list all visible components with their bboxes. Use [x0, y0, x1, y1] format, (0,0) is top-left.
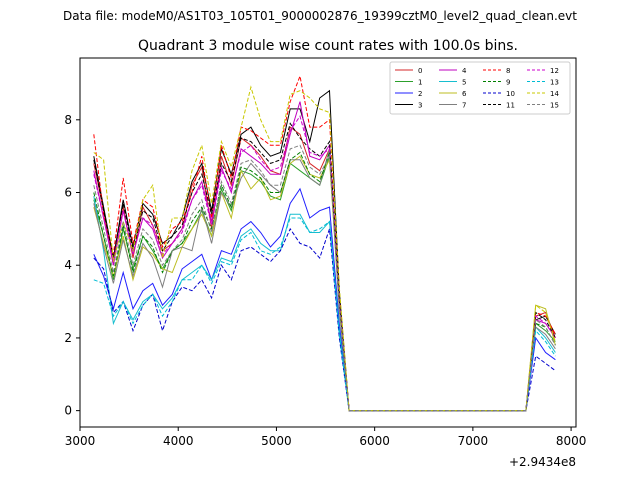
y-tick-label: 6: [64, 186, 72, 200]
series-line-5: [93, 196, 556, 412]
y-tick-label: 4: [64, 258, 72, 272]
y-tick-label: 0: [64, 404, 72, 418]
legend-label-0: 0: [418, 67, 422, 75]
legend-box: [389, 61, 571, 115]
series-line-14: [93, 85, 556, 412]
x-tick-label: 6000: [359, 434, 390, 448]
series-line-9: [93, 151, 556, 412]
x-tick-label: 7000: [458, 434, 489, 448]
x-axis-ticks: 3000 4000 5000 6000 7000 8000: [65, 427, 587, 448]
legend-label-13: 13: [550, 79, 559, 87]
legend-label-6: 6: [462, 90, 467, 98]
x-tick-label: 8000: [556, 434, 587, 448]
x-tick-label: 4000: [163, 434, 194, 448]
legend-label-1: 1: [418, 79, 422, 87]
legend-label-15: 15: [550, 102, 559, 110]
legend-label-3: 3: [418, 102, 422, 110]
series-line-10: [93, 227, 556, 412]
legend-label-14: 14: [550, 90, 559, 98]
legend-label-8: 8: [506, 67, 510, 75]
y-tick-label: 8: [64, 113, 72, 127]
x-tick-label: 5000: [261, 434, 292, 448]
plot-lines: [93, 74, 556, 412]
legend-label-5: 5: [462, 79, 466, 87]
legend-label-2: 2: [418, 90, 422, 98]
x-tick-label: 3000: [65, 434, 96, 448]
y-axis-ticks: 0 2 4 6 8: [64, 113, 80, 418]
plot-frame: [79, 57, 577, 428]
y-tick-label: 2: [64, 331, 72, 345]
series-line-15: [93, 144, 556, 412]
series-line-7: [93, 148, 556, 412]
series-line-2: [93, 187, 556, 412]
legend-label-11: 11: [506, 102, 515, 110]
chart-title: Quadrant 3 module wise count rates with …: [138, 38, 518, 54]
legend-label-7: 7: [462, 102, 466, 110]
legend-label-10: 10: [506, 90, 515, 98]
chart-suptitle: Data file: modeM0/AS1T03_105T01_90000028…: [63, 9, 577, 23]
x-axis-offset-label: +2.9434e8: [509, 455, 576, 469]
legend-label-12: 12: [550, 67, 559, 75]
legend-label-4: 4: [462, 67, 467, 75]
legend-label-9: 9: [506, 79, 510, 87]
